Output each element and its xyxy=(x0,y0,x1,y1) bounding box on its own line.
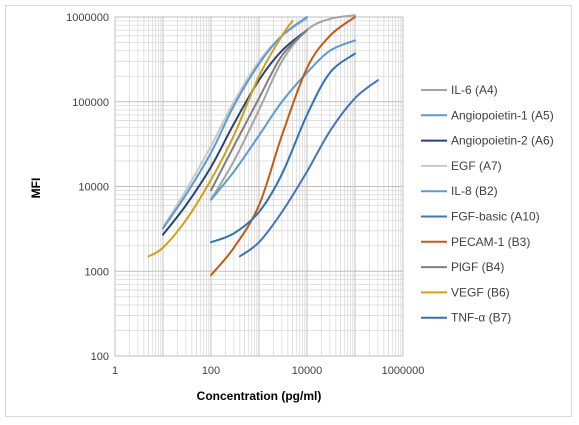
legend-item-vegf-b6: VEGF (B6) xyxy=(421,285,510,299)
legend-label: Angiopoietin-1 (A5) xyxy=(451,108,554,122)
x-tick-label: 100 xyxy=(202,365,220,377)
legend-label: IL-6 (A4) xyxy=(451,83,498,97)
x-tick-label: 10000 xyxy=(292,365,323,377)
legend-item-angiopoietin-1-a5: Angiopoietin-1 (A5) xyxy=(421,108,554,122)
series-line-vegf-b6 xyxy=(147,19,294,258)
series-line-tnf-b7 xyxy=(210,52,356,244)
legend-label: PlGF (B4) xyxy=(451,260,504,274)
legend-item-tnf-b7: TNF-α (B7) xyxy=(421,311,511,325)
series-line-fgf-basic-a10 xyxy=(238,79,379,258)
series-lines xyxy=(147,14,379,277)
y-tick-labels: 100 1000 10000 100000 1000000 xyxy=(66,12,109,363)
legend-item-pecam-1-b3: PECAM-1 (B3) xyxy=(421,235,530,249)
y-tick-label: 100 xyxy=(91,351,109,363)
legend-item-egf-a7: EGF (A7) xyxy=(421,159,502,173)
legend-item-il-6-a4: IL-6 (A4) xyxy=(421,83,498,97)
series-line-plgf-b4 xyxy=(210,29,308,192)
legend-label: FGF-basic (A10) xyxy=(451,210,540,224)
series-line-il-6-a4 xyxy=(210,14,356,201)
y-tick-label: 100000 xyxy=(72,97,109,109)
x-tick-labels: 1 100 10000 1000000 xyxy=(112,365,424,377)
legend-label: VEGF (B6) xyxy=(451,285,510,299)
legend-item-il-8-b2: IL-8 (B2) xyxy=(421,184,498,198)
legend-label: PECAM-1 (B3) xyxy=(451,235,530,249)
legend-label: Angiopoietin-2 (A6) xyxy=(451,134,554,148)
legend-item-plgf-b4: PlGF (B4) xyxy=(421,260,504,274)
y-tick-label: 1000000 xyxy=(66,12,109,24)
y-tick-label: 1000 xyxy=(85,266,109,278)
legend-item-fgf-basic-a10: FGF-basic (A10) xyxy=(421,210,540,224)
series-line-angiopoietin-2-a6 xyxy=(162,29,308,236)
series-line-angiopoietin-1-a5 xyxy=(210,39,356,201)
legend-label: EGF (A7) xyxy=(451,159,502,173)
y-tick-label: 10000 xyxy=(78,182,109,194)
x-tick-label: 1 xyxy=(112,365,118,377)
series-line-pecam-1-b3 xyxy=(210,16,356,277)
legend-label: IL-8 (B2) xyxy=(451,184,498,198)
y-axis-title: MFI xyxy=(29,178,43,199)
legend-item-angiopoietin-2-a6: Angiopoietin-2 (A6) xyxy=(421,134,554,148)
legend: IL-6 (A4) Angiopoietin-1 (A5) Angiopoietin… xyxy=(421,83,554,325)
major-gridlines xyxy=(114,16,404,357)
x-axis-title: Concentration (pg/ml) xyxy=(197,389,322,403)
x-tick-label: 1000000 xyxy=(382,365,425,377)
legend-label: TNF-α (B7) xyxy=(451,311,511,325)
